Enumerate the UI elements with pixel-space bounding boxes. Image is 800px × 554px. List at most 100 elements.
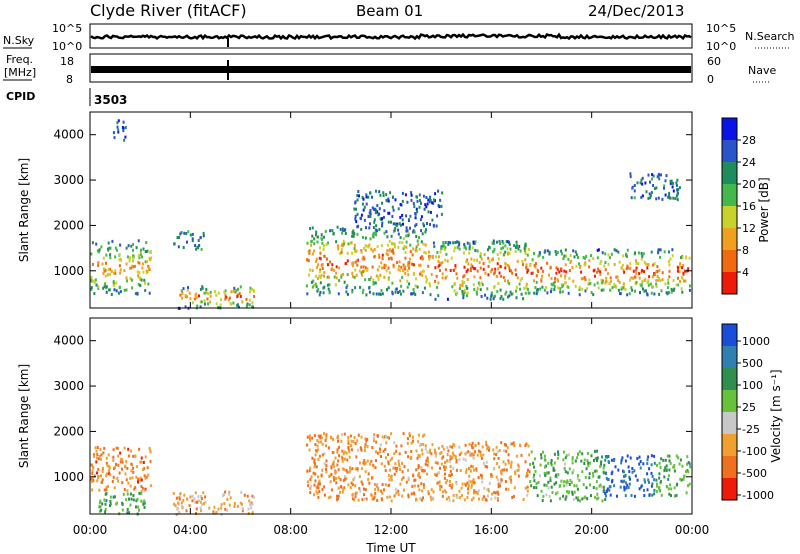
data-cell: [341, 231, 344, 235]
data-cell: [629, 456, 632, 460]
data-cell: [145, 475, 148, 479]
data-cell: [609, 493, 612, 497]
data-cell: [658, 489, 661, 493]
data-cell: [620, 461, 623, 465]
data-cell: [356, 263, 359, 267]
data-cell: [628, 482, 631, 486]
data-cell: [425, 205, 428, 209]
data-cell: [460, 486, 463, 490]
data-cell: [618, 260, 621, 264]
data-cell: [533, 473, 536, 477]
data-cell: [426, 450, 429, 454]
data-cell: [640, 270, 643, 274]
colorbar-tick-label: 1000: [742, 335, 770, 348]
data-cell: [601, 455, 604, 459]
data-cell: [597, 286, 600, 290]
data-cell: [398, 464, 401, 468]
data-cell: [444, 481, 447, 485]
data-cell: [639, 291, 641, 295]
data-cell: [414, 216, 417, 220]
data-cell: [656, 175, 659, 179]
data-cell: [349, 434, 352, 438]
data-cell: [337, 244, 340, 248]
data-cell: [642, 462, 645, 466]
data-cell: [411, 253, 414, 257]
data-cell: [310, 484, 313, 488]
data-cell: [137, 274, 140, 278]
colorbar-swatch: [722, 324, 737, 347]
data-cell: [340, 275, 343, 279]
data-cell: [463, 288, 466, 292]
data-cell: [105, 456, 108, 460]
data-cell: [452, 493, 455, 497]
data-cell: [632, 276, 635, 280]
data-cell: [340, 485, 343, 489]
data-cell: [395, 449, 398, 453]
data-cell: [554, 250, 557, 253]
data-cell: [657, 251, 660, 255]
data-cell: [121, 460, 124, 464]
data-cell: [374, 211, 377, 215]
data-cell: [186, 497, 189, 501]
data-cell: [510, 463, 513, 467]
data-cell: [146, 249, 149, 253]
data-cell: [193, 297, 196, 301]
data-cell: [647, 455, 650, 459]
data-cell: [422, 434, 424, 438]
data-cell: [353, 275, 356, 279]
data-cell: [344, 262, 347, 265]
power-ylabel: Slant Range [km]: [17, 158, 31, 262]
data-cell: [212, 510, 215, 514]
data-cell: [472, 465, 475, 469]
data-cell: [320, 273, 323, 277]
data-cell: [112, 475, 115, 479]
data-cell: [196, 304, 199, 308]
data-cell: [91, 241, 94, 245]
data-cell: [498, 239, 501, 243]
data-cell: [177, 510, 180, 514]
data-cell: [137, 477, 140, 481]
data-cell: [384, 456, 387, 460]
data-cell: [544, 465, 546, 469]
data-cell: [425, 280, 428, 284]
data-cell: [467, 483, 470, 487]
data-cell: [114, 255, 117, 259]
data-cell: [502, 246, 505, 250]
data-cell: [384, 264, 387, 268]
data-cell: [467, 491, 469, 495]
data-cell: [117, 128, 120, 132]
data-cell: [423, 286, 426, 290]
data-cell: [246, 494, 249, 498]
data-cell: [499, 288, 502, 292]
data-cell: [364, 470, 367, 474]
data-cell: [492, 242, 495, 245]
data-cell: [333, 269, 336, 272]
data-cell: [496, 490, 499, 494]
data-cell: [585, 486, 588, 490]
data-cell: [479, 450, 482, 454]
data-cell: [103, 285, 106, 289]
data-cell: [468, 245, 471, 249]
data-cell: [505, 240, 508, 243]
data-cell: [360, 271, 363, 275]
data-cell: [325, 470, 328, 474]
data-cell: [344, 232, 347, 235]
data-cell: [355, 455, 358, 459]
data-cell: [394, 222, 397, 226]
data-cell: [593, 459, 595, 462]
data-cell: [362, 497, 365, 501]
data-cell: [660, 457, 663, 461]
data-cell: [325, 436, 328, 440]
data-cell: [403, 245, 406, 248]
data-cell: [310, 239, 313, 243]
data-cell: [114, 465, 117, 469]
data-cell: [324, 229, 327, 233]
data-cell: [655, 489, 658, 493]
data-cell: [672, 196, 675, 200]
data-cell: [321, 237, 323, 241]
data-cell: [145, 271, 148, 275]
x-tick-label: 20:00: [574, 523, 609, 537]
data-cell: [219, 303, 222, 307]
data-cell: [406, 229, 409, 233]
data-cell: [321, 241, 324, 245]
